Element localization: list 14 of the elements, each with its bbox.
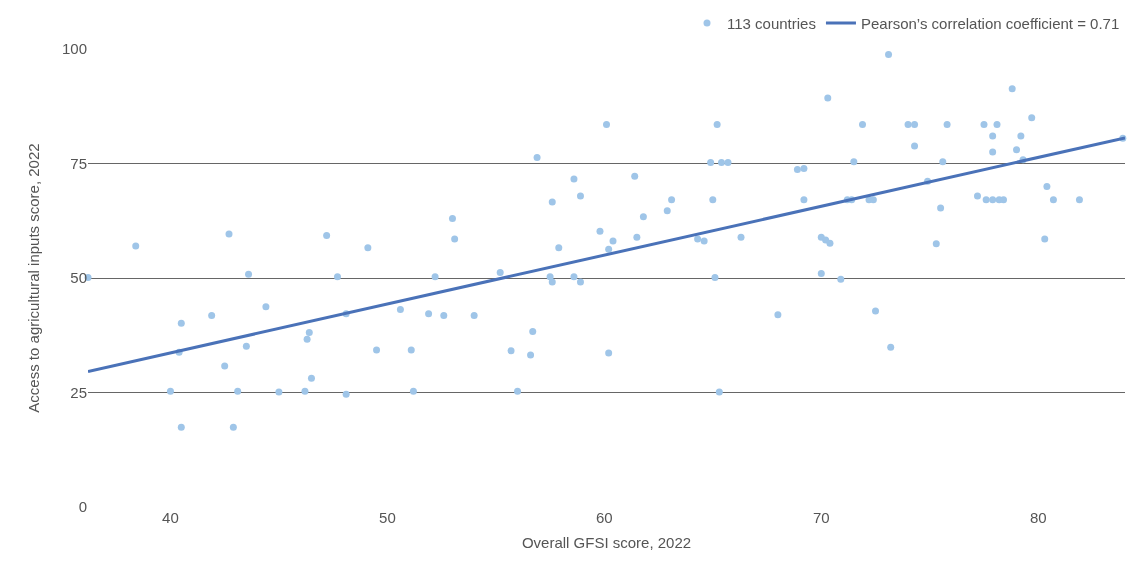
legend-label: 113 countries — [727, 14, 816, 32]
x-axis-title: Overall GFSI score, 2022 — [521, 534, 692, 551]
y-tick-label: 0 — [78, 498, 87, 516]
x-tick-label: 50 — [379, 509, 396, 526]
x-tick-label: 70 — [812, 509, 830, 526]
y-tick-label: 75 — [70, 154, 87, 172]
y-axis-title: Access to agricultural inputs score, 2022 — [25, 143, 43, 413]
x-tick-label: 60 — [595, 509, 613, 526]
legend-label: Pearson’s correlation coefficient = 0.71 — [860, 14, 1120, 32]
y-tick-label: 25 — [70, 383, 87, 401]
y-tick-label: 50 — [70, 269, 87, 287]
x-tick-label: 80 — [1029, 509, 1047, 526]
x-tick-label: 40 — [162, 509, 179, 526]
y-tick-label: 100 — [61, 40, 87, 58]
